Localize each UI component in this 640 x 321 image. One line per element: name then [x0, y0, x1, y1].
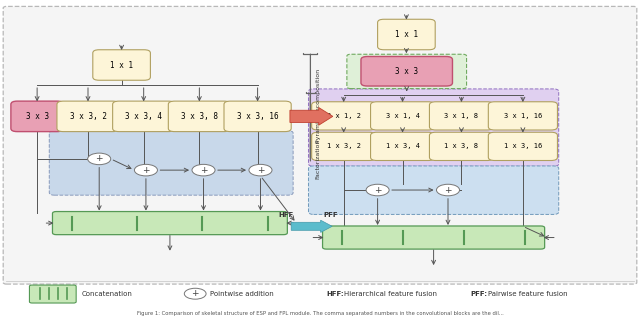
FancyBboxPatch shape	[168, 101, 230, 132]
Text: 3 x 3, 4: 3 x 3, 4	[125, 112, 162, 121]
Text: HFF: HFF	[278, 212, 294, 218]
FancyBboxPatch shape	[371, 102, 435, 130]
Text: Hierarchical feature fusion: Hierarchical feature fusion	[344, 291, 437, 297]
Text: PFF: PFF	[324, 212, 339, 218]
FancyBboxPatch shape	[308, 89, 559, 166]
Text: 3 x 3, 2: 3 x 3, 2	[70, 112, 106, 121]
FancyBboxPatch shape	[378, 19, 435, 50]
Text: Concatenation: Concatenation	[81, 291, 132, 297]
FancyBboxPatch shape	[347, 54, 467, 89]
Text: +: +	[95, 154, 103, 163]
FancyBboxPatch shape	[11, 101, 63, 132]
FancyBboxPatch shape	[488, 102, 557, 130]
FancyArrow shape	[291, 220, 332, 232]
FancyBboxPatch shape	[29, 285, 76, 303]
FancyBboxPatch shape	[429, 102, 493, 130]
Text: +: +	[142, 166, 150, 175]
Text: Pairwise feature fusion: Pairwise feature fusion	[488, 291, 568, 297]
Text: 1 x 3, 2: 1 x 3, 2	[326, 143, 361, 149]
Circle shape	[366, 184, 389, 196]
FancyBboxPatch shape	[308, 166, 559, 214]
Circle shape	[436, 184, 460, 196]
FancyBboxPatch shape	[49, 131, 293, 195]
Text: +: +	[374, 186, 381, 195]
Text: 3 x 1, 4: 3 x 1, 4	[385, 113, 420, 119]
Text: 3 x 3: 3 x 3	[26, 112, 49, 121]
Circle shape	[192, 164, 215, 176]
Text: 1 x 1: 1 x 1	[395, 30, 418, 39]
FancyBboxPatch shape	[488, 132, 557, 160]
FancyBboxPatch shape	[323, 226, 545, 249]
Text: 1 x 3, 8: 1 x 3, 8	[444, 143, 479, 149]
Text: 3 x 1, 16: 3 x 1, 16	[504, 113, 542, 119]
FancyBboxPatch shape	[312, 132, 376, 160]
Text: +: +	[200, 166, 207, 175]
Circle shape	[184, 288, 206, 299]
FancyBboxPatch shape	[52, 212, 287, 235]
FancyBboxPatch shape	[224, 101, 291, 132]
FancyBboxPatch shape	[361, 56, 452, 86]
Text: 1 x 3, 4: 1 x 3, 4	[385, 143, 420, 149]
FancyBboxPatch shape	[113, 101, 175, 132]
Circle shape	[249, 164, 272, 176]
Text: Pyramid decomposition: Pyramid decomposition	[316, 69, 321, 143]
FancyArrow shape	[290, 108, 333, 125]
Text: 3 x 3, 16: 3 x 3, 16	[237, 112, 278, 121]
Text: 1 x 1: 1 x 1	[110, 60, 133, 70]
Text: 3 x 3, 8: 3 x 3, 8	[181, 112, 218, 121]
Text: 3 x 3: 3 x 3	[395, 67, 419, 76]
Text: HFF:: HFF:	[326, 291, 344, 297]
Text: PFF:: PFF:	[470, 291, 488, 297]
FancyBboxPatch shape	[312, 102, 376, 130]
FancyBboxPatch shape	[429, 132, 493, 160]
Text: +: +	[191, 289, 199, 298]
FancyBboxPatch shape	[371, 132, 435, 160]
Text: 3 x 1, 2: 3 x 1, 2	[326, 113, 361, 119]
Text: Factorization: Factorization	[316, 139, 321, 179]
Text: Figure 1: Comparison of skeletal structure of ESP and FPL module. The comma sepa: Figure 1: Comparison of skeletal structu…	[136, 311, 504, 316]
Text: +: +	[444, 186, 452, 195]
Text: +: +	[257, 166, 264, 175]
Text: 3 x 1, 8: 3 x 1, 8	[444, 113, 479, 119]
Text: 1 x 3, 16: 1 x 3, 16	[504, 143, 542, 149]
Circle shape	[88, 153, 111, 165]
FancyBboxPatch shape	[57, 101, 119, 132]
Circle shape	[134, 164, 157, 176]
FancyBboxPatch shape	[93, 50, 150, 80]
FancyBboxPatch shape	[3, 6, 637, 284]
Text: Pointwise addition: Pointwise addition	[210, 291, 274, 297]
